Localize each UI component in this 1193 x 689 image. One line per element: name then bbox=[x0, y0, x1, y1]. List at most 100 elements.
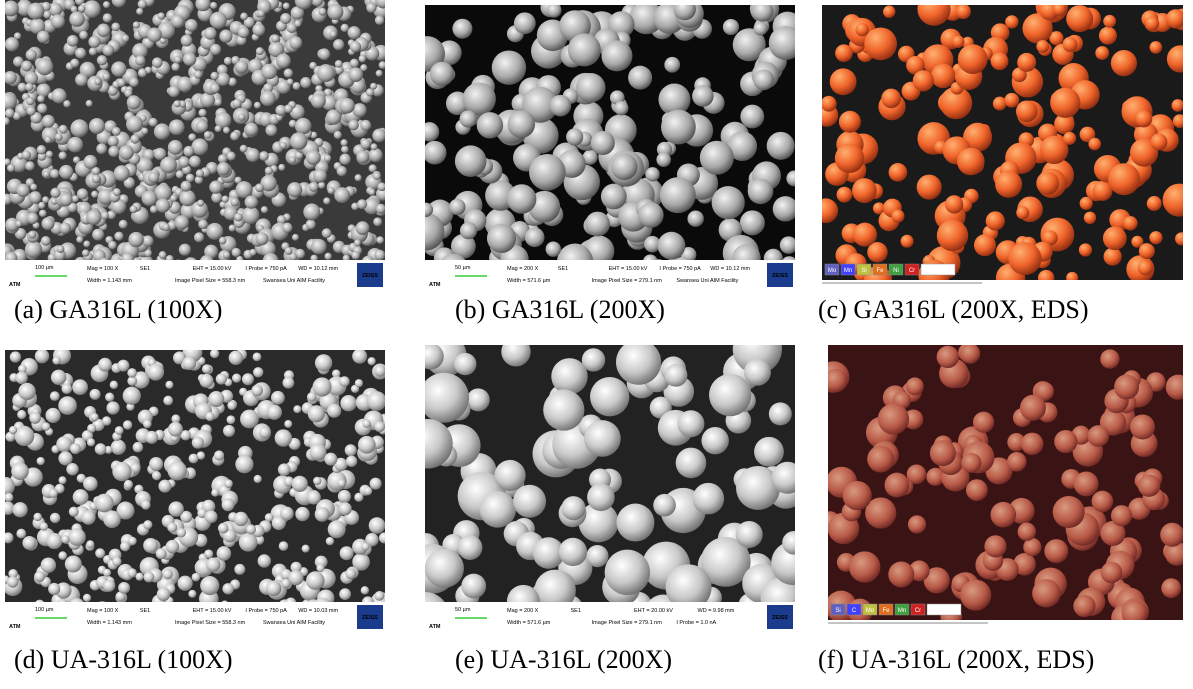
particle bbox=[487, 224, 516, 253]
particle bbox=[68, 528, 86, 546]
particle bbox=[222, 195, 229, 202]
particle bbox=[628, 66, 652, 90]
particle bbox=[284, 104, 293, 113]
particle bbox=[370, 143, 377, 150]
particle bbox=[112, 462, 131, 481]
particle bbox=[753, 69, 774, 90]
particle bbox=[198, 109, 206, 117]
particle bbox=[309, 444, 326, 461]
particle bbox=[215, 125, 222, 132]
panel: MoMnSiFeNiCrElectron250µm(c) GA316L (200… bbox=[813, 0, 1193, 324]
panel: ATM100 µmMag = 100 XSE1EHT = 15.00 kVI P… bbox=[0, 343, 391, 674]
particle bbox=[245, 195, 258, 208]
particle bbox=[45, 408, 60, 423]
particle bbox=[112, 557, 121, 566]
particle bbox=[986, 211, 1005, 230]
micrograph bbox=[0, 0, 391, 297]
particle bbox=[313, 169, 327, 183]
particle bbox=[591, 131, 615, 155]
particle bbox=[379, 61, 387, 69]
particle bbox=[276, 53, 291, 68]
particle bbox=[366, 2, 376, 12]
particle bbox=[25, 161, 35, 171]
particle bbox=[908, 515, 926, 533]
info-field: SE1 bbox=[140, 608, 150, 614]
particle bbox=[196, 120, 208, 132]
particle bbox=[566, 128, 583, 145]
particle bbox=[148, 172, 159, 183]
info-field: WD = 10.12 mm bbox=[710, 266, 750, 272]
particle bbox=[123, 420, 132, 429]
particle bbox=[77, 188, 88, 199]
particle bbox=[136, 8, 143, 15]
particle bbox=[1103, 15, 1116, 28]
particle bbox=[179, 190, 195, 206]
particle bbox=[1101, 562, 1122, 583]
particle bbox=[995, 171, 1022, 198]
particle bbox=[259, 427, 271, 439]
eds-legend-label: Mn bbox=[844, 268, 852, 274]
particle bbox=[55, 133, 63, 141]
particle bbox=[217, 546, 232, 561]
particle bbox=[216, 373, 227, 384]
particle bbox=[103, 510, 121, 528]
particle bbox=[973, 412, 994, 433]
particle bbox=[234, 512, 248, 526]
particle bbox=[769, 402, 792, 425]
eds-legend-label: Fe bbox=[876, 268, 884, 274]
particle bbox=[507, 184, 536, 213]
particle bbox=[103, 13, 112, 22]
particle bbox=[59, 476, 67, 484]
particle bbox=[210, 72, 218, 80]
info-field: Mag = 100 X bbox=[87, 266, 119, 272]
particle bbox=[210, 83, 220, 93]
particle bbox=[984, 535, 1006, 557]
particle bbox=[29, 191, 42, 204]
micrograph bbox=[818, 343, 1191, 632]
info-bar bbox=[5, 260, 385, 290]
particle bbox=[339, 376, 350, 387]
particle bbox=[360, 139, 370, 149]
particle bbox=[260, 91, 276, 107]
lab-logo: ATM bbox=[9, 624, 21, 630]
particle bbox=[1066, 272, 1078, 284]
particle bbox=[121, 34, 129, 42]
particle bbox=[319, 8, 327, 16]
particle bbox=[280, 13, 291, 24]
particle bbox=[28, 231, 36, 239]
particle bbox=[315, 354, 332, 371]
particle bbox=[701, 427, 728, 454]
particle bbox=[42, 422, 51, 431]
particle bbox=[1099, 27, 1117, 45]
particle bbox=[95, 494, 114, 513]
info-field: Swansea Uni AIM Facility bbox=[676, 278, 738, 284]
particle bbox=[420, 122, 439, 141]
particle bbox=[1017, 53, 1036, 72]
particle bbox=[223, 251, 231, 259]
particle bbox=[327, 187, 334, 194]
lab-logo: ATM bbox=[429, 624, 441, 630]
particle bbox=[238, 113, 245, 120]
particle bbox=[1150, 133, 1167, 150]
particle bbox=[83, 155, 97, 169]
particle bbox=[208, 391, 224, 407]
particle bbox=[547, 3, 562, 18]
eds-legend-label: Ni bbox=[893, 268, 899, 274]
particle bbox=[204, 131, 212, 139]
particle bbox=[39, 210, 47, 218]
particle bbox=[492, 50, 526, 84]
particle bbox=[75, 73, 88, 86]
particle bbox=[1008, 242, 1041, 275]
info-field: Image Pixel Size = 558.3 nm bbox=[175, 278, 246, 284]
particle bbox=[341, 139, 348, 146]
particle bbox=[309, 182, 319, 192]
particle bbox=[119, 145, 134, 160]
particle bbox=[267, 405, 282, 420]
caption: (c) GA316L (200X, EDS) bbox=[818, 295, 1089, 324]
particle bbox=[192, 573, 201, 582]
lab-logo: ATM bbox=[9, 282, 21, 288]
particle bbox=[313, 477, 321, 485]
particle bbox=[282, 223, 292, 233]
particle bbox=[425, 549, 464, 588]
particle bbox=[42, 217, 55, 230]
